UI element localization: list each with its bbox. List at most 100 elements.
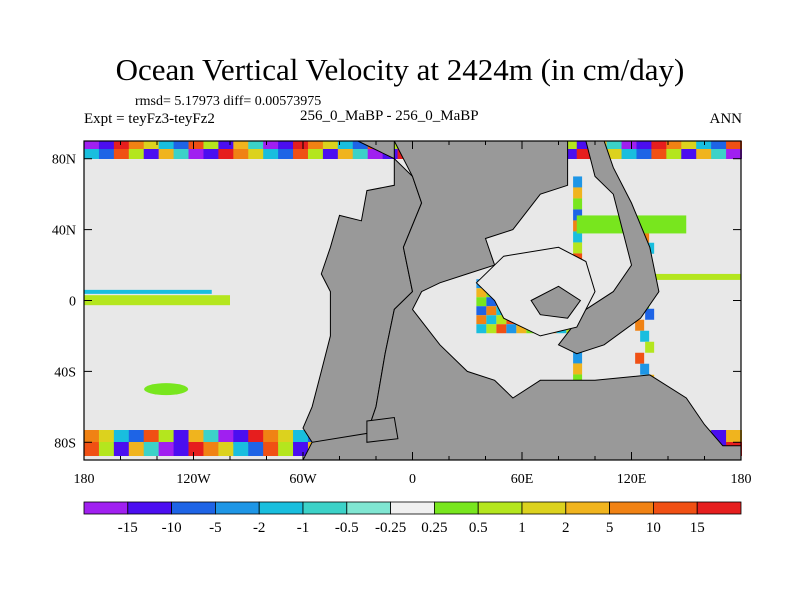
- colorbar-box: [565, 501, 610, 515]
- anomaly-cell: [606, 141, 623, 149]
- anomaly-cell: [651, 141, 668, 149]
- anomaly-cell: [293, 141, 309, 149]
- colorbar-box: [609, 501, 654, 515]
- land-mass: [557, 140, 660, 355]
- anomaly-cell: [278, 149, 295, 159]
- colorbar-box: [653, 501, 698, 515]
- anomaly-cell: [322, 149, 339, 159]
- anomaly-cell: [621, 149, 638, 159]
- anomaly-cell: [113, 430, 130, 444]
- anomaly-cell: [476, 297, 487, 307]
- chart-title: Ocean Vertical Velocity at 2424m (in cm/…: [115, 52, 685, 87]
- anomaly-cell: [645, 341, 655, 353]
- anomaly-cell: [307, 149, 324, 159]
- anomaly-cell: [681, 141, 698, 149]
- anomaly-cell: [173, 430, 190, 444]
- anomaly-cell: [322, 141, 339, 149]
- y-tick-label: 40S: [54, 365, 76, 380]
- anomaly-cell: [263, 442, 280, 456]
- anomaly-cell: [263, 141, 280, 149]
- anomaly-cell: [651, 149, 668, 159]
- island: [530, 285, 582, 319]
- anomaly-cell: [98, 149, 115, 159]
- x-tick-label: 180: [731, 472, 752, 487]
- anomaly-cell: [233, 149, 250, 159]
- anomaly-cell: [128, 149, 145, 159]
- y-tick-label: 0: [69, 295, 76, 310]
- anomaly-cell: [84, 141, 100, 149]
- anomaly-cell: [307, 141, 324, 149]
- anomaly-cell: [233, 442, 250, 456]
- anomaly-cell: [635, 352, 645, 364]
- anomaly-cell: [696, 149, 713, 159]
- anomaly-cell: [666, 149, 683, 159]
- x-tick-label: 60E: [511, 472, 534, 487]
- anomaly-cell: [476, 315, 487, 325]
- anomaly-cell: [263, 430, 280, 444]
- anomaly-cell: [606, 149, 623, 159]
- anomaly-cell: [486, 324, 497, 334]
- season-label: ANN: [709, 111, 743, 127]
- anomaly-cell: [113, 442, 130, 456]
- anomaly-cell: [573, 187, 583, 199]
- x-tick-label: 120W: [176, 472, 211, 487]
- anomaly-cell: [476, 324, 487, 334]
- anomaly-cell: [84, 295, 230, 306]
- colorbar-label: -10: [162, 520, 182, 536]
- anomaly-cell: [84, 289, 212, 294]
- colorbar-label: 0.25: [421, 520, 447, 536]
- x-tick-label: 180: [74, 472, 95, 487]
- island: [366, 416, 399, 443]
- anomaly-cell: [248, 442, 265, 456]
- anomaly-cell: [233, 141, 250, 149]
- anomaly-cell: [561, 141, 578, 149]
- anomaly-cell: [486, 297, 497, 307]
- anomaly-cell: [352, 141, 369, 149]
- y-axis: 80N 40N 0 40S 80S: [52, 153, 741, 451]
- anomaly-cell: [158, 149, 175, 159]
- anomaly-cell: [128, 430, 145, 444]
- anomaly-cell: [144, 383, 189, 396]
- y-tick-label: 40N: [52, 224, 76, 239]
- land-mask: [302, 140, 742, 461]
- anomaly-cell: [561, 149, 578, 159]
- colorbar-box: [171, 501, 216, 515]
- anomaly-cell: [203, 442, 220, 456]
- anomaly-cell: [143, 442, 160, 456]
- colorbar-label: -0.25: [375, 520, 406, 536]
- anomaly-cell: [278, 442, 295, 456]
- anomaly-cell: [158, 141, 175, 149]
- anomaly-cell: [666, 141, 683, 149]
- anomaly-cell: [486, 315, 497, 325]
- anomaly-cell: [203, 141, 220, 149]
- anomaly-cell: [576, 149, 593, 159]
- anomaly-cell: [726, 430, 742, 444]
- anomaly-cell: [476, 306, 487, 316]
- anomaly-cell: [203, 149, 220, 159]
- y-tick-label: 80N: [52, 153, 76, 168]
- colorbar-box: [127, 501, 173, 515]
- anomaly-cell: [640, 330, 650, 342]
- anomaly-cell: [248, 141, 265, 149]
- anomaly-cell: [173, 141, 190, 149]
- anomaly-cell: [573, 363, 583, 375]
- anomaly-cell: [711, 149, 728, 159]
- anomaly-cell: [98, 442, 115, 456]
- anomaly-cell: [98, 430, 115, 444]
- colorbar-label: -5: [209, 520, 222, 536]
- colorbar-label: 2: [562, 520, 570, 536]
- anomaly-cell: [293, 430, 309, 444]
- colorbar-label: 10: [646, 520, 661, 536]
- anomaly-cell: [367, 149, 384, 159]
- stats-line: rmsd= 5.17973 diff= 0.00573975: [135, 94, 322, 109]
- anomaly-cell: [143, 141, 160, 149]
- anomaly-cell: [681, 149, 698, 159]
- colorbar-box: [258, 501, 304, 515]
- anomaly-cell: [573, 231, 583, 243]
- anomaly-cell: [113, 149, 130, 159]
- anomaly-cell: [640, 273, 741, 280]
- colorbar-label: -15: [118, 520, 138, 536]
- anomaly-cell: [248, 430, 265, 444]
- anomaly-cell: [278, 430, 295, 444]
